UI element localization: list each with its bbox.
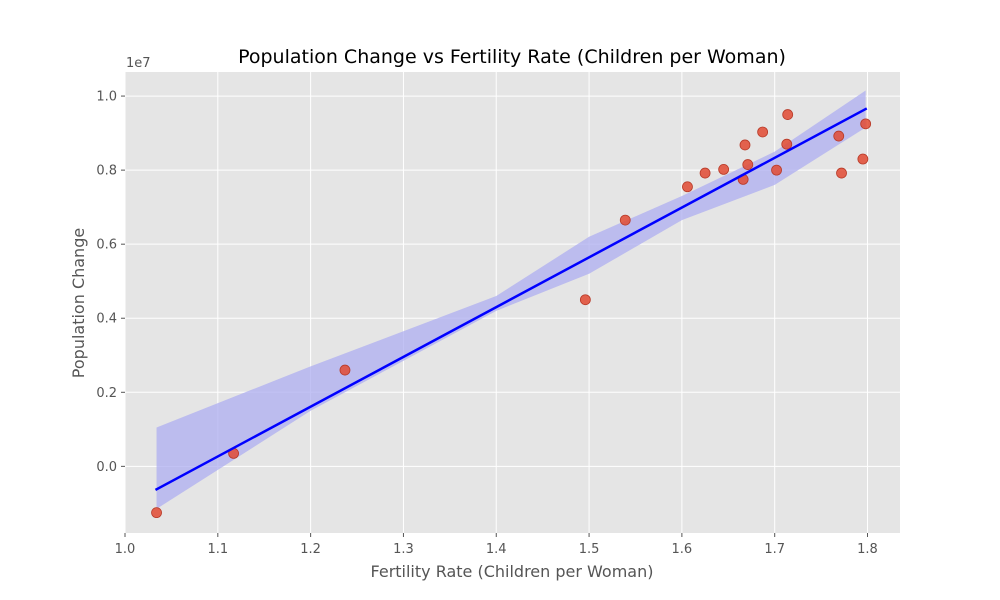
y-axis-label: Population Change [69,228,88,378]
y-tick-label: 0.8 [96,164,117,179]
y-axis-ticks: 0.0 0.2 0.4 0.6 0.8 1.0 [96,90,125,475]
scatter-point [857,153,869,165]
scatter-point [757,126,769,138]
scatter-point [579,294,591,306]
scatter-point [836,167,847,179]
x-tick-label: 1.4 [486,542,507,557]
grid [124,72,900,533]
y-tick-label: 0.4 [96,312,117,327]
x-tick-label: 1.6 [672,542,693,557]
x-tick-label: 1.2 [300,542,321,557]
x-tick-label: 1.7 [764,542,785,557]
scatter-point [782,109,794,120]
regression-line-layer [154,107,868,491]
scatter-point [739,139,751,151]
scatter-point [742,159,754,170]
scatter-point [339,364,351,376]
x-tick-label: 1.5 [579,542,600,557]
x-tick-label: 1.8 [857,542,878,557]
chart-title: Population Change vs Fertility Rate (Chi… [238,46,786,68]
y-tick-label: 0.6 [96,238,117,253]
regression-line [154,107,868,491]
x-tick-label: 1.3 [393,542,414,557]
y-tick-label: 1.0 [96,90,117,105]
x-tick-label: 1.1 [207,542,228,557]
scatter-point [833,130,845,142]
scatter-point [718,163,730,175]
scatter-point [699,167,711,179]
y-axis-offset-label: 1e7 [126,56,151,71]
scatter-point [781,138,793,150]
y-tick-label: 0.2 [96,386,117,401]
x-tick-label: 1.0 [115,542,136,557]
scatter-point [771,164,782,176]
scatter-point [682,181,693,193]
y-tick-label: 0.0 [96,460,117,475]
scatter-point [860,118,872,130]
scatter-points [151,109,872,519]
scatter-point [619,214,631,226]
scatter-point [151,507,162,519]
x-axis-ticks: 1.0 1.1 1.2 1.3 1.4 1.5 1.6 1.7 1.8 [115,533,878,557]
x-axis-label: Fertility Rate (Children per Woman) [371,562,654,581]
